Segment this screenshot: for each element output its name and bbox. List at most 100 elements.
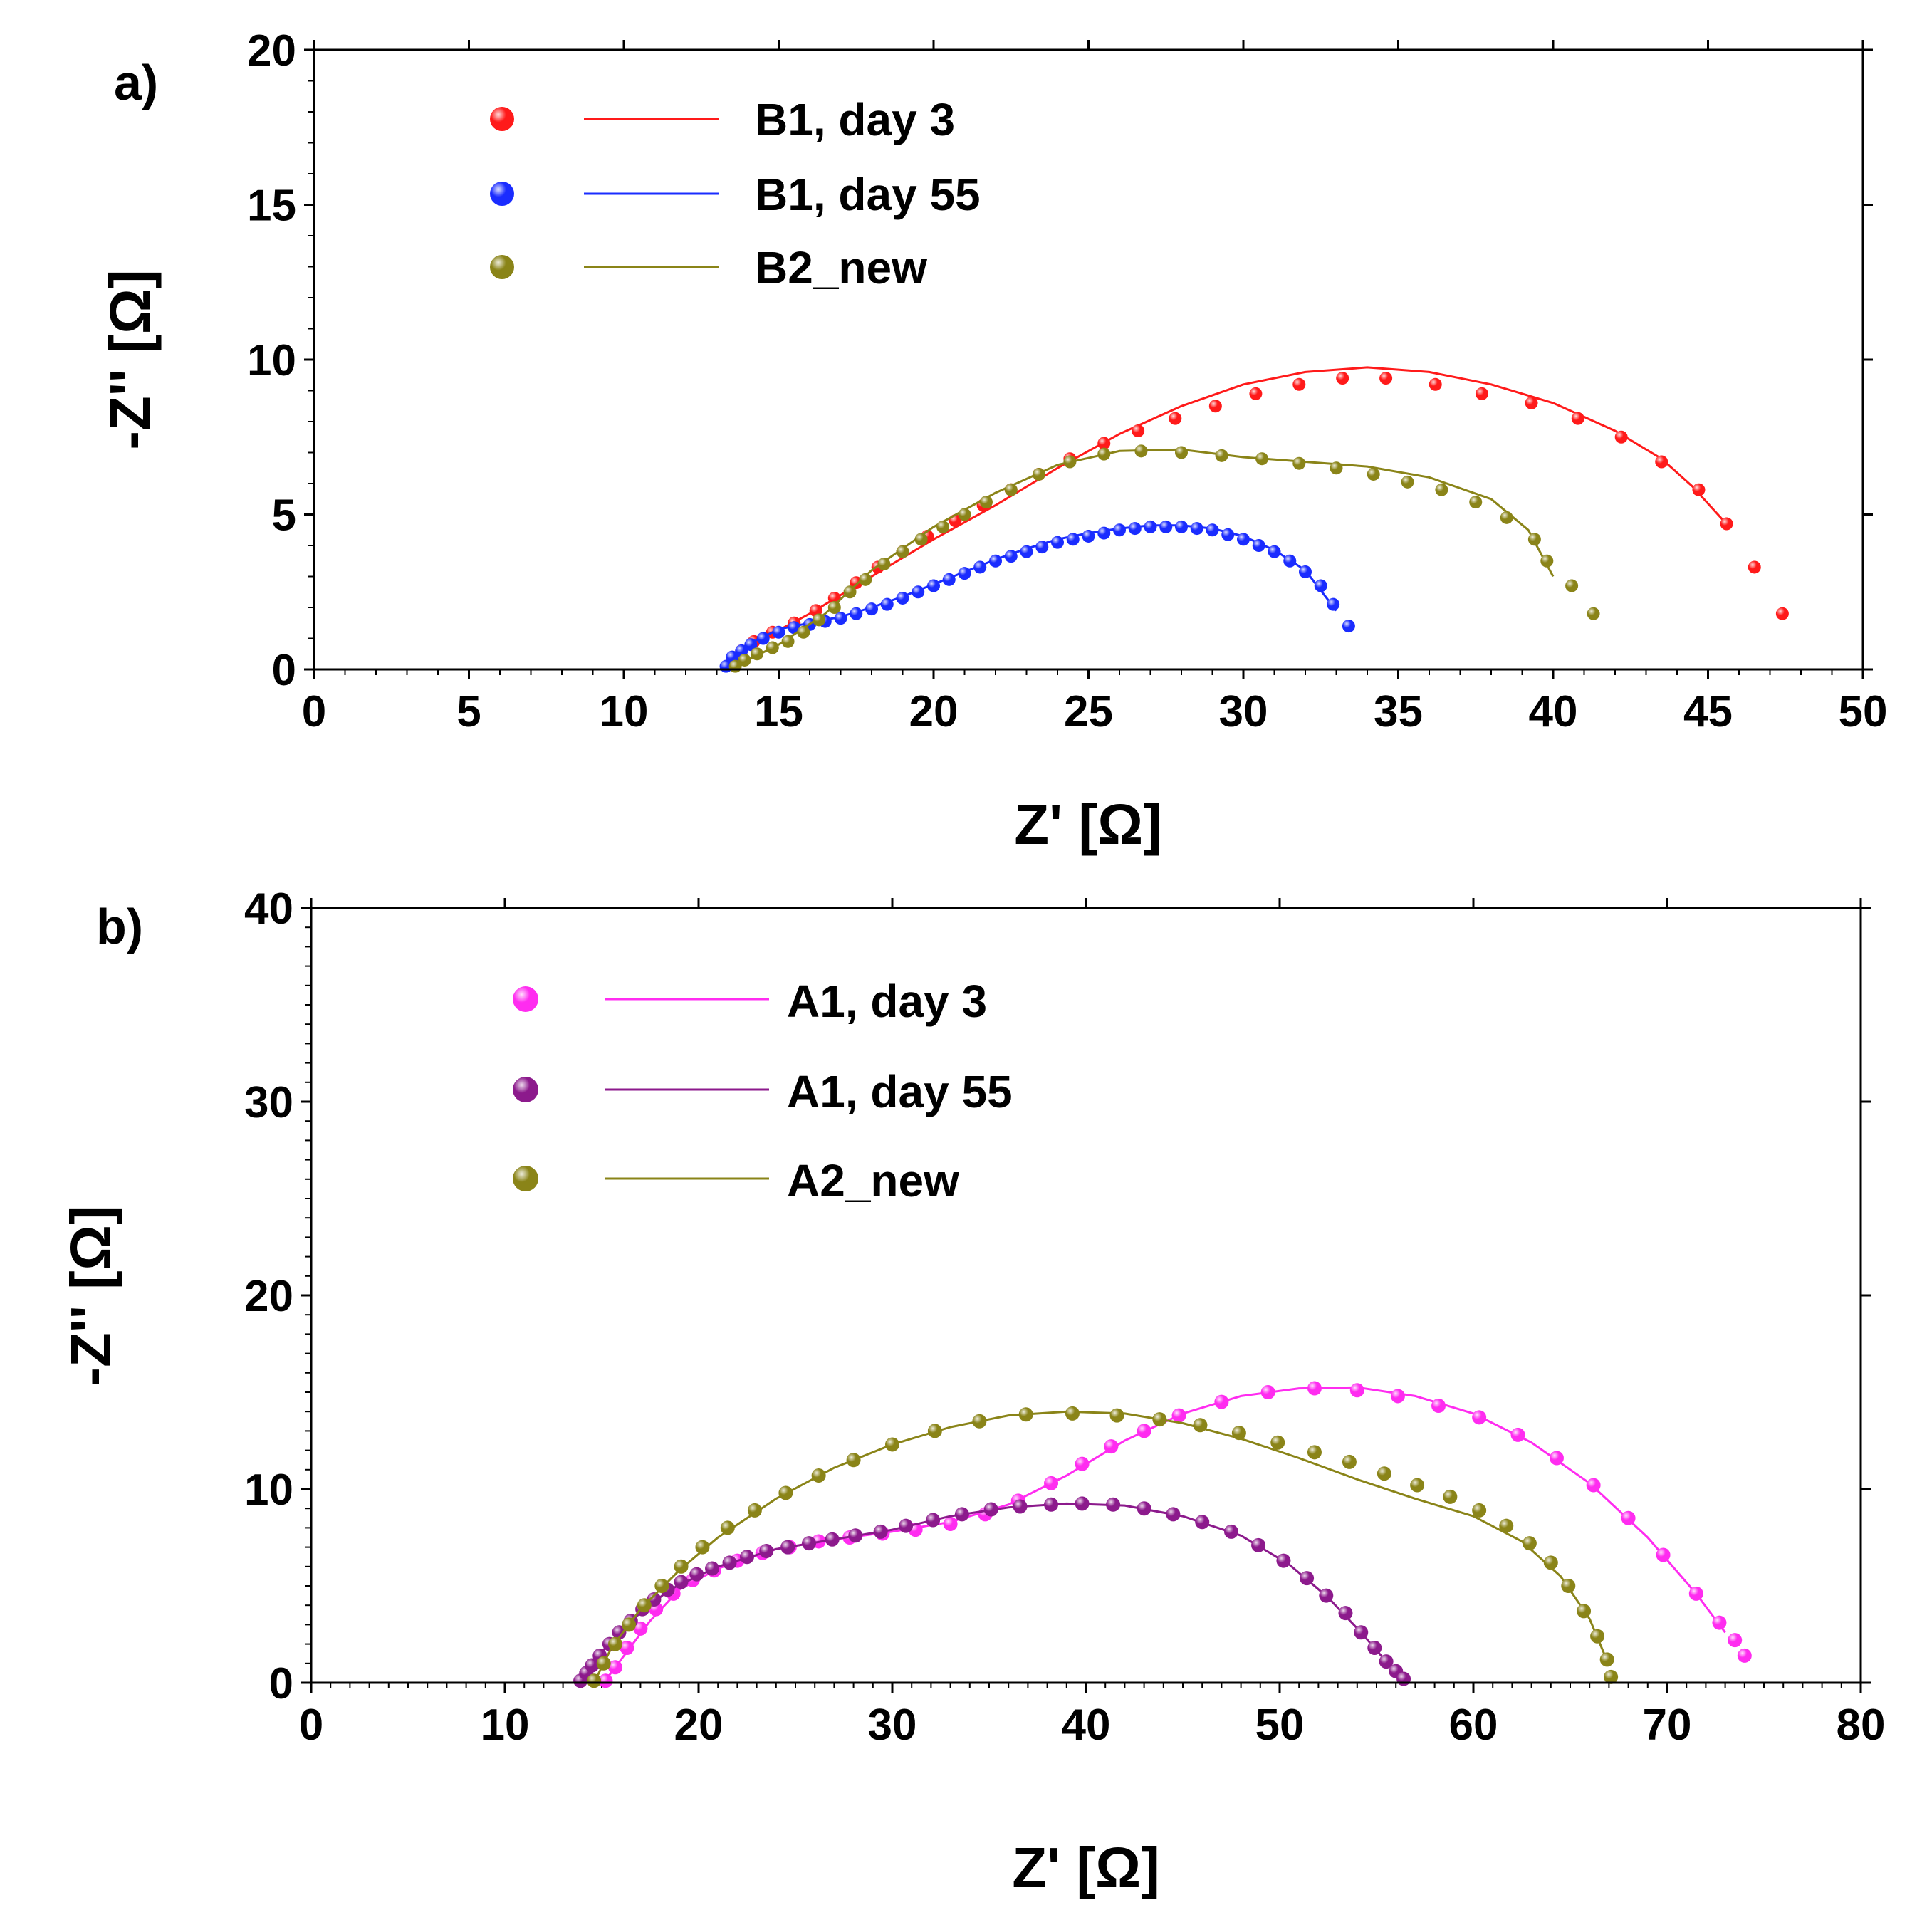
data-point-sheen — [802, 1536, 817, 1551]
data-point-sheen — [1712, 1615, 1727, 1630]
panel-b-y-tick-label: 20 — [244, 1272, 293, 1321]
data-point-sheen — [1367, 1641, 1382, 1656]
panel-a-y-tick-label: 20 — [247, 26, 296, 75]
data-point-sheen — [1540, 554, 1554, 568]
data-point-sheen — [1224, 1524, 1238, 1539]
panel-b-x-tick-label: 60 — [1449, 1701, 1498, 1750]
data-point-sheen — [1688, 1586, 1703, 1601]
data-point-sheen — [1522, 1536, 1537, 1551]
data-point-sheen — [598, 1673, 613, 1688]
panel-a-y-axis-title: -Z'' [Ω] — [98, 269, 162, 449]
data-point-sheen — [587, 1673, 602, 1688]
data-point-sheen — [778, 1485, 793, 1500]
data-point-sheen — [674, 1559, 689, 1574]
legend-marker-sheen — [490, 107, 514, 131]
data-point-sheen — [1128, 522, 1142, 536]
series-b1-day-3 — [726, 366, 1789, 667]
legend-entry-b2-new: B2_new — [490, 242, 927, 293]
fit-line-a2-new — [592, 1410, 1610, 1683]
series-a1-day-55 — [573, 1496, 1411, 1688]
panel-b: b) 0 10 20 30 40 50 60 70 80 0 10 20 30 40 Z' [Ω] -Z'… — [59, 884, 1885, 1899]
data-point-sheen — [1728, 1633, 1743, 1648]
data-point-sheen — [689, 1567, 704, 1582]
panel-a-x-tick-label: 25 — [1064, 687, 1113, 736]
data-point-sheen — [1775, 607, 1789, 620]
data-point-sheen — [1134, 444, 1148, 458]
fit-line-b2-new — [734, 448, 1555, 667]
data-point-sheen — [865, 602, 878, 616]
data-point-sheen — [1066, 533, 1080, 546]
data-point-sheen — [1379, 372, 1393, 385]
panel-a-x-tick-label: 35 — [1374, 687, 1423, 736]
data-point-sheen — [1020, 545, 1033, 558]
panel-b-x-tick-label: 80 — [1837, 1701, 1886, 1750]
data-point-sheen — [633, 1621, 648, 1636]
data-point-sheen — [1586, 1478, 1601, 1493]
data-point-sheen — [766, 641, 779, 654]
legend-label-a2-new: A2_new — [787, 1155, 959, 1206]
legend-marker-sheen — [513, 1166, 538, 1191]
data-point-sheen — [1018, 1407, 1033, 1422]
data-point-sheen — [1193, 1418, 1208, 1433]
data-point-sheen — [1500, 511, 1513, 524]
data-point-sheen — [1748, 560, 1761, 574]
panel-a-x-tick-label: 40 — [1529, 687, 1578, 736]
panel-b-x-tick-label: 30 — [868, 1701, 917, 1750]
data-point-sheen — [705, 1561, 720, 1576]
panel-b-x-axis-title: Z' [Ω] — [1012, 1836, 1160, 1899]
data-point-sheen — [1051, 536, 1064, 549]
data-point-sheen — [620, 1641, 634, 1656]
panel-a-x-tick-label: 30 — [1219, 687, 1268, 736]
data-point-sheen — [1195, 1515, 1210, 1530]
data-point-sheen — [1137, 1501, 1151, 1516]
data-point-sheen — [1307, 1381, 1322, 1396]
data-point-sheen — [722, 1555, 737, 1570]
fit-line-b1-day-3 — [728, 366, 1725, 664]
data-point-sheen — [1175, 520, 1188, 533]
data-point-sheen — [989, 554, 1002, 568]
data-point-sheen — [1621, 1510, 1636, 1525]
data-point-sheen — [885, 1437, 899, 1452]
data-point-sheen — [1571, 412, 1584, 425]
data-point-sheen — [1367, 467, 1380, 481]
data-point-sheen — [899, 1518, 914, 1533]
data-point-sheen — [1035, 541, 1049, 554]
data-point-sheen — [1152, 1412, 1167, 1427]
data-point-sheen — [1475, 387, 1488, 400]
data-point-sheen — [1270, 1435, 1285, 1450]
data-point-sheen — [825, 1532, 840, 1547]
data-point-sheen — [1396, 1671, 1411, 1686]
data-point-sheen — [1543, 1555, 1558, 1570]
fit-line-b1-day-55 — [725, 524, 1337, 667]
data-point-sheen — [1132, 424, 1145, 438]
data-point-sheen — [1113, 523, 1126, 537]
panel-b-y-tick-label: 40 — [244, 884, 293, 934]
data-point-sheen — [654, 1579, 669, 1593]
data-point-sheen — [1577, 1604, 1592, 1619]
data-point-sheen — [781, 635, 795, 648]
legend-label-b1-day-3: B1, day 3 — [755, 94, 955, 145]
legend-label-b2-new: B2_new — [755, 242, 927, 293]
data-point-sheen — [1349, 1383, 1364, 1398]
data-point-sheen — [1082, 529, 1095, 543]
data-point-sheen — [797, 625, 810, 639]
data-point-sheen — [1032, 467, 1045, 481]
panel-a-x-tick-label: 50 — [1839, 687, 1888, 736]
data-point-sheen — [1292, 456, 1306, 470]
data-point-sheen — [877, 558, 891, 571]
data-point-sheen — [596, 1656, 611, 1671]
data-point-sheen — [1255, 452, 1269, 466]
data-point-sheen — [1604, 1669, 1619, 1684]
panel-a-legend: B1, day 3 B1, day 55 B2_new — [490, 94, 981, 293]
data-point-sheen — [1655, 455, 1668, 469]
data-point-sheen — [780, 1540, 795, 1555]
legend-entry-b1-day-55: B1, day 55 — [490, 169, 981, 220]
data-point-sheen — [1004, 550, 1018, 563]
data-point-sheen — [1292, 377, 1306, 391]
data-point-sheen — [1327, 597, 1340, 611]
series-a2-new — [587, 1406, 1619, 1688]
panel-b-x-tick-label: 40 — [1062, 1701, 1111, 1750]
data-point-sheen — [1065, 1406, 1080, 1421]
panel-a-y-tick-label: 10 — [247, 336, 296, 385]
data-point-sheen — [813, 613, 826, 627]
